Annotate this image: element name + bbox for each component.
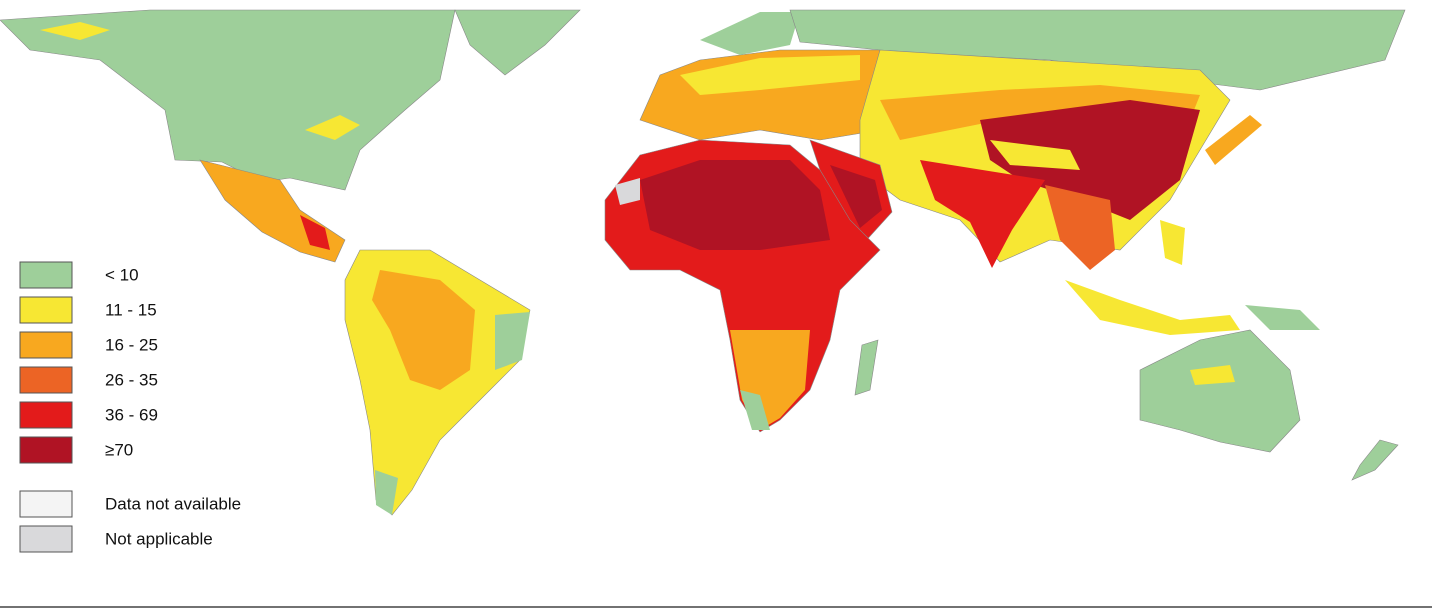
patagonia — [375, 470, 398, 515]
world-map — [0, 9, 1406, 516]
europe-north — [680, 55, 860, 95]
madagascar — [854, 339, 879, 396]
legend-swatch — [19, 436, 73, 464]
indonesia — [1065, 280, 1240, 335]
legend-label: 11 - 15 — [105, 300, 157, 319]
legend-swatch — [19, 525, 73, 553]
alaska-region — [40, 22, 110, 40]
legend-swatch — [19, 366, 73, 394]
north-america — [0, 9, 456, 191]
tibet — [990, 140, 1080, 170]
australia-spot — [1190, 365, 1235, 385]
legend-swatch — [19, 261, 73, 289]
legend-swatch — [19, 490, 73, 518]
scandinavia — [700, 12, 800, 55]
legend: < 10 11 - 15 16 - 25 26 - 35 36 - 69 ≥70 Data … — [19, 261, 241, 553]
great-lakes-region — [305, 115, 360, 140]
legend-label: < 10 — [105, 265, 139, 284]
sahara — [640, 160, 830, 250]
legend-swatch — [19, 296, 73, 324]
new-guinea — [1245, 305, 1320, 330]
new-zealand — [1351, 439, 1399, 481]
southeast-asia — [1045, 185, 1115, 270]
legend-label: 16 - 25 — [105, 335, 158, 354]
western-sahara — [615, 178, 640, 205]
philippines — [1160, 220, 1185, 265]
legend-label: Not applicable — [105, 529, 213, 548]
south-america-core — [372, 270, 475, 390]
china — [980, 100, 1200, 220]
legend-label: Data not available — [105, 494, 241, 513]
legend-label: 26 - 35 — [105, 370, 158, 389]
central-america-hotspot — [300, 215, 330, 250]
legend-swatch — [19, 401, 73, 429]
legend-swatch — [19, 331, 73, 359]
arabia-core — [830, 165, 882, 228]
japan — [1205, 115, 1262, 165]
greenland — [454, 9, 581, 76]
india — [920, 160, 1045, 268]
australia — [1139, 329, 1301, 453]
southern-africa-green — [740, 390, 770, 430]
legend-label: 36 - 69 — [105, 405, 158, 424]
brazil-coast — [495, 312, 530, 370]
southern-africa — [730, 330, 810, 430]
legend-label: ≥70 — [105, 440, 133, 459]
